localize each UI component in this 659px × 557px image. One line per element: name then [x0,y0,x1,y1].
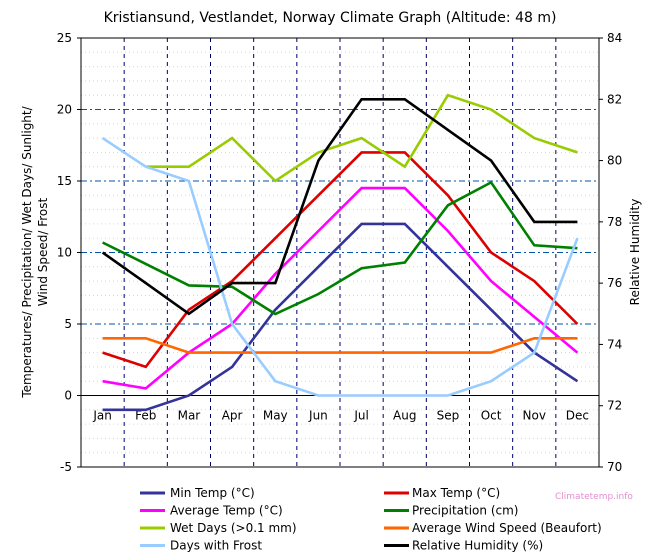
series-line [101,98,578,316]
left-tick-label: 0 [64,389,72,403]
series-line [102,337,578,354]
legend-label: Average Temp (°C) [170,504,283,518]
legend-label: Wet Days (>0.1 mm) [170,521,297,535]
legend: Min Temp (°C) Max Temp (°C) Average Temp (… [140,486,602,553]
legend-label: Relative Humidity (%) [412,539,543,553]
left-tick-label: 20 [57,103,72,117]
x-tick-label: Jan [92,409,112,423]
right-tick-label: 78 [607,215,622,229]
right-tick-label: 84 [607,31,622,45]
left-axis: -5 0 5 10 15 20 25 [57,31,81,474]
x-tick-label: Aug [393,409,416,423]
left-tick-label: 25 [57,31,72,45]
right-axis-label: Relative Humidity [628,199,642,306]
x-tick-label: Jul [353,409,368,423]
right-tick-label: 80 [607,154,622,168]
watermark: Climatetemp.info [555,492,633,502]
series-layer [101,93,579,412]
left-tick-label: 10 [57,246,72,260]
legend-label: Max Temp (°C) [412,486,500,500]
x-tick-label: Apr [222,409,243,423]
left-tick-label: -5 [60,460,72,474]
x-axis: Jan Feb Mar Apr May Jun Jul Aug Sep Oct Nov Dec [92,409,589,423]
series-line [102,180,578,316]
left-tick-label: 15 [57,174,72,188]
right-tick-label: 74 [607,337,622,351]
legend-label: Days with Frost [170,539,262,553]
chart-title: Kristiansund, Vestlandet, Norway Climate… [104,10,557,26]
series-line [102,222,579,412]
right-tick-label: 82 [607,92,622,106]
series-line [102,151,579,369]
legend-label: Average Wind Speed (Beaufort) [412,521,602,535]
x-tick-label: Feb [135,409,156,423]
series-line [101,137,579,397]
x-tick-label: Dec [566,409,589,423]
x-tick-label: Nov [523,409,546,423]
x-tick-label: Jun [308,409,328,423]
x-tick-label: Mar [178,409,201,423]
right-axis: 70 72 74 76 78 80 82 84 [599,31,622,474]
series-line [102,186,579,390]
right-tick-label: 72 [607,399,622,413]
right-tick-label: 70 [607,460,622,474]
x-tick-label: Oct [481,409,502,423]
legend-label: Precipitation (cm) [412,504,518,518]
left-axis-label-line-2: Wind Speed/ Frost [36,197,50,306]
grid [81,38,599,467]
left-tick-label: 5 [64,317,72,331]
right-tick-label: 76 [607,276,622,290]
left-axis-label-line-1: Temperatures/ Precipitation/ Wet Days/ S… [20,105,34,398]
series-line [145,93,578,183]
x-tick-label: May [263,409,288,423]
x-tick-label: Sep [437,409,460,423]
legend-label: Min Temp (°C) [170,486,255,500]
